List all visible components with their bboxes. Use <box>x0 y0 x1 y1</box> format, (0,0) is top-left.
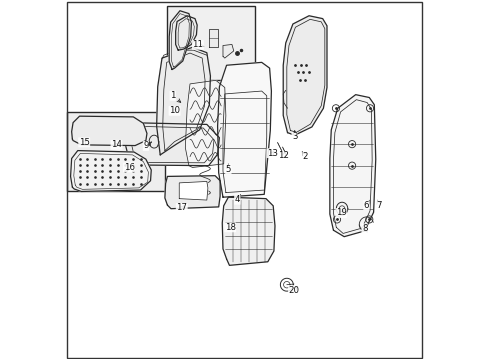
Text: 2: 2 <box>302 152 307 161</box>
Text: 5: 5 <box>225 164 231 174</box>
Polygon shape <box>223 44 233 58</box>
Text: 12: 12 <box>278 152 289 161</box>
Text: 3: 3 <box>291 131 297 141</box>
Text: 10: 10 <box>169 106 180 115</box>
Polygon shape <box>175 16 197 50</box>
Text: 8: 8 <box>361 224 366 233</box>
Polygon shape <box>124 123 219 166</box>
Text: 1: 1 <box>170 91 181 102</box>
FancyBboxPatch shape <box>67 112 164 192</box>
Text: 9: 9 <box>143 141 151 150</box>
Polygon shape <box>70 150 151 192</box>
Polygon shape <box>72 116 147 145</box>
Text: 17: 17 <box>176 203 187 212</box>
Text: 20: 20 <box>288 285 299 294</box>
Text: 4: 4 <box>234 195 240 204</box>
Text: 15: 15 <box>79 138 89 147</box>
Polygon shape <box>329 95 375 237</box>
Text: 11: 11 <box>192 40 203 49</box>
Polygon shape <box>179 181 207 200</box>
Polygon shape <box>156 47 210 155</box>
Polygon shape <box>217 62 271 197</box>
Polygon shape <box>283 16 326 135</box>
Text: 19: 19 <box>335 208 346 217</box>
Text: 18: 18 <box>224 223 235 232</box>
Text: 16: 16 <box>123 163 134 172</box>
Polygon shape <box>185 80 225 167</box>
Polygon shape <box>169 11 191 69</box>
Text: 7: 7 <box>375 200 381 210</box>
Text: 14: 14 <box>111 140 122 149</box>
Polygon shape <box>208 30 217 47</box>
FancyBboxPatch shape <box>166 6 255 80</box>
Polygon shape <box>222 197 274 265</box>
Polygon shape <box>164 176 220 209</box>
Text: 13: 13 <box>266 149 277 158</box>
Text: 6: 6 <box>363 200 369 210</box>
